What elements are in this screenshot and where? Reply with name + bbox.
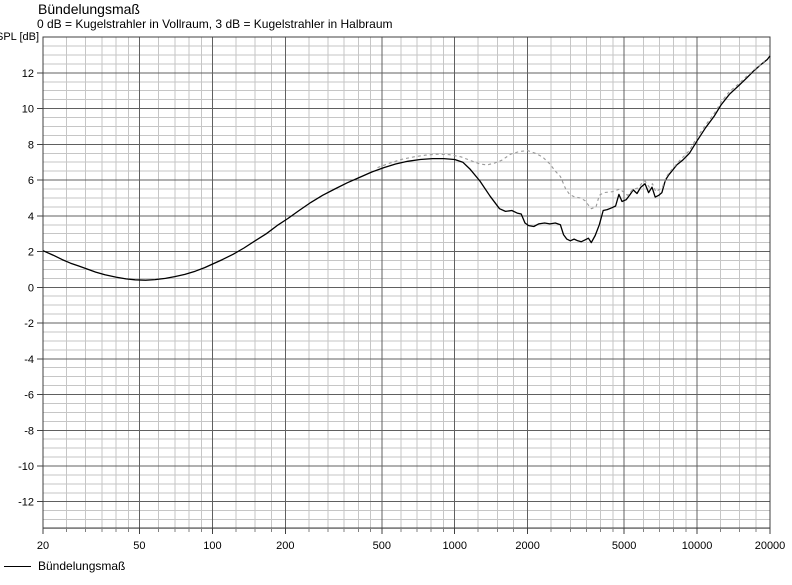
x-tick-label: 2000 [515,540,539,552]
y-tick-label: 10 [22,104,34,116]
x-tick-label: 500 [373,540,391,552]
x-tick-label: 1000 [442,540,466,552]
y-tick-label: 8 [28,139,34,151]
y-tick-label: 6 [28,175,34,187]
y-axis-label: SPL [dB] [0,31,40,43]
legend-line-sample-icon [4,565,31,567]
y-tick-label: -8 [24,425,34,437]
x-tick-label: 10000 [682,540,713,552]
series-curve-solid [42,55,771,281]
y-tick-label: 2 [28,247,34,259]
plot-border [42,36,771,529]
y-tick-label: 12 [22,68,34,80]
y-tick-label: -6 [24,390,34,402]
x-tick-label: 5000 [612,540,636,552]
x-tick-label: 20000 [755,540,786,552]
y-tick-label: 4 [28,211,34,223]
chart-subtitle: 0 dB = Kugelstrahler in Vollraum, 3 dB =… [37,17,393,31]
legend: Bündelungsmaß [4,559,125,573]
series-curve-dashed [377,60,765,210]
y-tick-label: -2 [24,318,34,330]
y-tick-label: -4 [24,354,34,366]
y-tick-label: -12 [18,497,34,509]
y-tick-label: -10 [18,461,34,473]
legend-item-label: Bündelungsmaß [38,559,126,573]
x-tick-label: 200 [276,540,294,552]
y-tick-label: 0 [28,282,34,294]
x-tick-label: 50 [133,540,145,552]
chart-title: Bündelungsmaß [38,1,140,17]
x-tick-label: 100 [203,540,221,552]
x-tick-label: 20 [37,540,49,552]
